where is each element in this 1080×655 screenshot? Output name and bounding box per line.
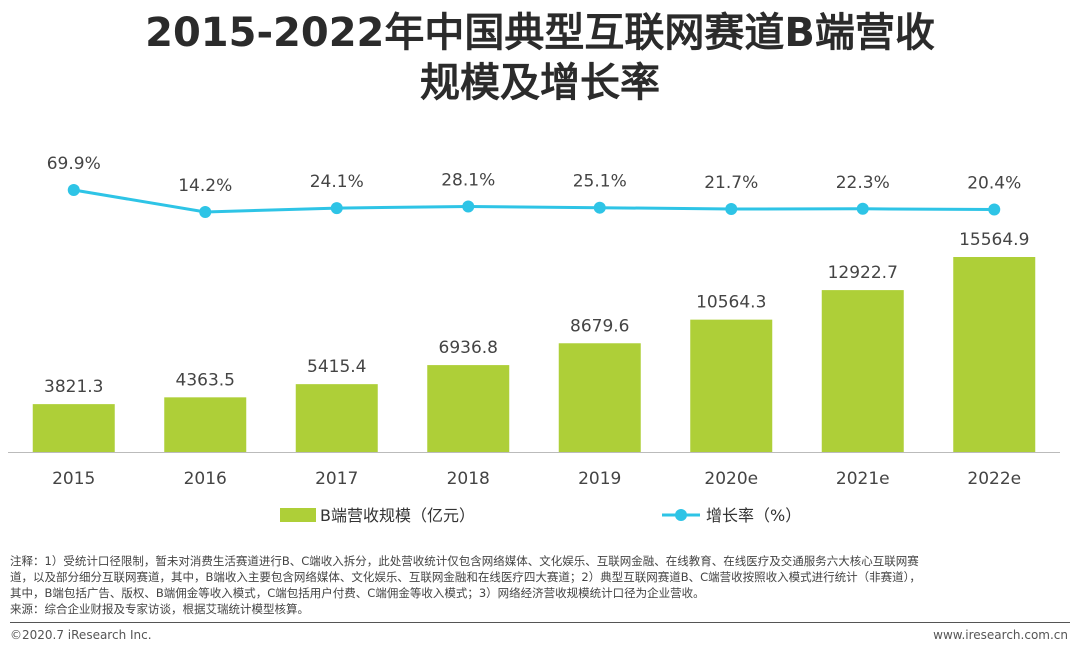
growth-label-2019: 25.1% bbox=[573, 172, 627, 192]
bar-label-2018: 6936.8 bbox=[439, 338, 498, 358]
growth-label-2022e: 20.4% bbox=[967, 174, 1021, 194]
bar-label-2020e: 10564.3 bbox=[696, 293, 766, 313]
growth-point-2017 bbox=[330, 202, 343, 215]
x-tick-2022e: 2022e bbox=[967, 469, 1021, 489]
bar-2020e bbox=[690, 319, 773, 452]
growth-label-2021e: 22.3% bbox=[836, 173, 890, 193]
growth-data-labels: 69.9% 14.2% 24.1% 28.1% 25.1% 21.7% 22.3% 20.4% bbox=[47, 154, 1022, 196]
notes-line: 道，以及部分细分互联网赛道，其中，B端收入主要包含网络媒体、文化娱乐、互联网金融… bbox=[10, 570, 921, 584]
bar-label-2015: 3821.3 bbox=[44, 377, 103, 397]
bar-2019 bbox=[558, 343, 641, 452]
x-tick-2016: 2016 bbox=[184, 469, 227, 489]
x-tick-2019: 2019 bbox=[578, 469, 621, 489]
legend: B端营收规模（亿元） 增长率（%） bbox=[280, 506, 801, 525]
combo-chart: 3821.3 4363.5 5415.4 6936.8 8679.6 10564.3 129… bbox=[8, 154, 1060, 525]
notes-source: 来源：综合企业财报及专家访谈，根据艾瑞统计模型核算。 bbox=[10, 602, 309, 616]
growth-label-2018: 28.1% bbox=[441, 171, 495, 191]
growth-label-2017: 24.1% bbox=[310, 172, 364, 192]
x-tick-2017: 2017 bbox=[315, 469, 358, 489]
growth-point-2015 bbox=[67, 184, 80, 196]
legend-bar-swatch bbox=[280, 508, 316, 522]
notes-line: 注释：1）受统计口径限制，暂未对消费生活赛道进行B、C端收入拆分，此处营收统计仅… bbox=[10, 554, 919, 568]
bar-label-2019: 8679.6 bbox=[570, 316, 629, 336]
growth-point-2018 bbox=[462, 200, 475, 213]
notes-line: 其中，B端包括广告、版权、B端佣金等收入模式，C端包括用户付费、C端佣金等收入模… bbox=[10, 586, 705, 600]
bar-2016 bbox=[164, 397, 247, 452]
bar-series bbox=[32, 257, 1036, 452]
growth-label-2015: 69.9% bbox=[47, 154, 101, 174]
bar-label-2017: 5415.4 bbox=[307, 357, 366, 377]
bar-2021e bbox=[821, 290, 904, 452]
growth-point-2021e bbox=[856, 202, 869, 215]
growth-point-2020e bbox=[725, 203, 738, 216]
growth-line-series bbox=[67, 184, 1001, 218]
chart-notes: 注释：1）受统计口径限制，暂未对消费生活赛道进行B、C端收入拆分，此处营收统计仅… bbox=[10, 553, 1070, 617]
bar-2017 bbox=[295, 384, 378, 452]
bar-2022e bbox=[953, 257, 1036, 452]
chart-title-line1: 2015-2022年中国典型互联网赛道B端营收 bbox=[145, 10, 935, 56]
bar-label-2022e: 15564.9 bbox=[959, 230, 1029, 250]
bar-2015 bbox=[32, 404, 115, 452]
footer-divider bbox=[10, 622, 1070, 623]
growth-point-2019 bbox=[593, 201, 606, 214]
x-tick-2015: 2015 bbox=[52, 469, 95, 489]
x-tick-2018: 2018 bbox=[447, 469, 490, 489]
website-link: www.iresearch.com.cn bbox=[933, 628, 1068, 642]
bar-data-labels: 3821.3 4363.5 5415.4 6936.8 8679.6 10564.3 129… bbox=[44, 230, 1029, 397]
chart-title: 2015-2022年中国典型互联网赛道B端营收 规模及增长率 bbox=[0, 8, 1080, 108]
legend-bar-label: B端营收规模（亿元） bbox=[320, 506, 475, 525]
chart-title-line2: 规模及增长率 bbox=[420, 60, 660, 106]
growth-line bbox=[73, 188, 995, 214]
growth-point-2022e bbox=[988, 203, 1001, 216]
copyright: ©2020.7 iResearch Inc. bbox=[10, 628, 152, 642]
growth-label-2016: 14.2% bbox=[178, 176, 232, 196]
bar-label-2021e: 12922.7 bbox=[828, 263, 898, 283]
bar-2018 bbox=[427, 365, 510, 452]
legend-line-marker bbox=[675, 509, 687, 521]
x-tick-2021e: 2021e bbox=[836, 469, 890, 489]
bar-label-2016: 4363.5 bbox=[176, 370, 235, 390]
legend-line-label: 增长率（%） bbox=[706, 506, 801, 525]
x-axis-ticks: 2015 2016 2017 2018 2019 2020e 2021e 2022e bbox=[52, 469, 1021, 489]
growth-point-2016 bbox=[199, 206, 212, 218]
x-tick-2020e: 2020e bbox=[704, 469, 758, 489]
growth-label-2020e: 21.7% bbox=[704, 173, 758, 193]
